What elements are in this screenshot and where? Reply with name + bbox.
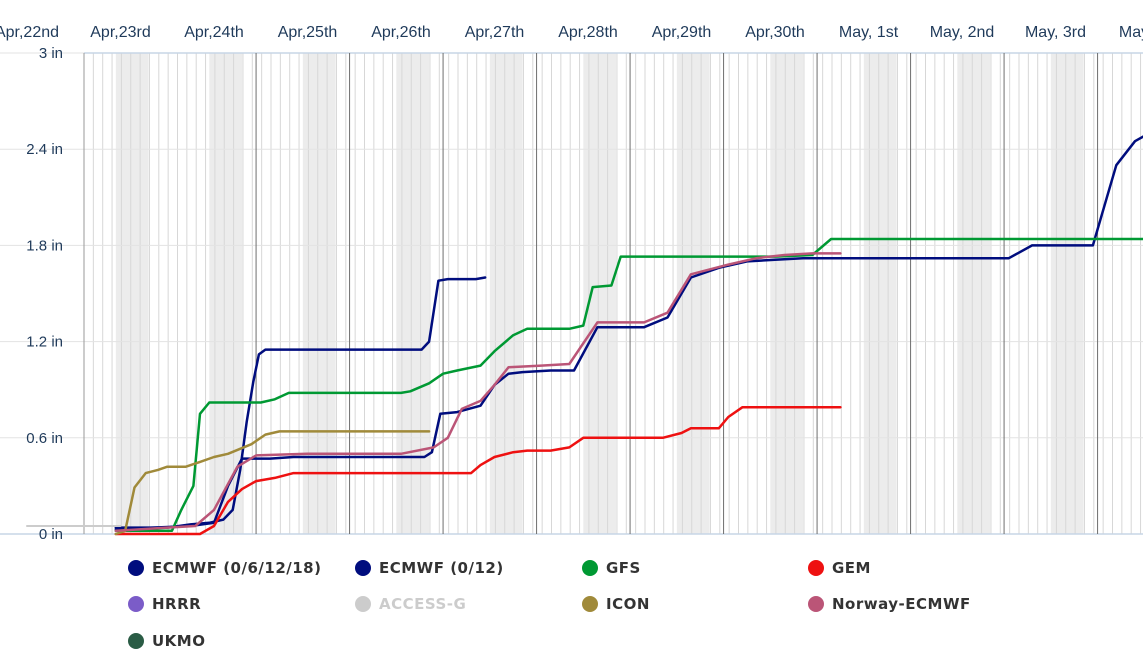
x-tick-label: Apr,23rd bbox=[90, 24, 150, 41]
legend-label: ECMWF (0/12) bbox=[379, 559, 504, 577]
legend-label: GEM bbox=[832, 559, 871, 577]
legend-item-access-g[interactable]: ACCESS-G bbox=[355, 592, 466, 616]
x-tick-label: Apr,29th bbox=[652, 24, 712, 41]
legend-label: ECMWF (0/6/12/18) bbox=[152, 559, 322, 577]
legend-swatch-icon bbox=[808, 596, 824, 612]
chart-plot-area: Apr,22nd Apr,23rd Apr,24th Apr,25th Apr,26th… bbox=[0, 24, 1143, 540]
night-band bbox=[957, 53, 991, 534]
legend-swatch-icon bbox=[808, 560, 824, 576]
legend-swatch-icon bbox=[355, 560, 371, 576]
legend-label: GFS bbox=[606, 559, 641, 577]
y-tick-label: 0 in bbox=[39, 526, 63, 540]
x-tick-label: Apr,25th bbox=[278, 24, 338, 41]
legend-item-hrrr[interactable]: HRRR bbox=[128, 592, 201, 616]
x-tick-label: Apr,27th bbox=[465, 24, 525, 41]
x-axis-tick-labels: Apr,22nd Apr,23rd Apr,24th Apr,25th Apr,26th… bbox=[0, 24, 1143, 41]
series-line-gem bbox=[114, 406, 842, 536]
night-band bbox=[489, 53, 523, 534]
y-tick-label: 2.4 in bbox=[26, 141, 63, 158]
night-band bbox=[115, 53, 149, 534]
legend-label: HRRR bbox=[152, 595, 202, 613]
legend-item-norway-ecmwf[interactable]: Norway-ECMWF bbox=[808, 592, 971, 616]
night-bands bbox=[115, 53, 1084, 534]
day-gridlines bbox=[83, 53, 1099, 534]
y-axis-tick-labels: 0 in 0.6 in 1.2 in 1.8 in 2.4 in 3 in bbox=[26, 45, 63, 540]
y-tick-label: 1.2 in bbox=[26, 334, 63, 351]
legend-swatch-icon bbox=[128, 633, 144, 649]
legend-label: UKMO bbox=[152, 632, 206, 650]
y-tick-label: 3 in bbox=[39, 45, 63, 62]
series-lines bbox=[26, 135, 1143, 536]
legend-swatch-icon bbox=[582, 560, 598, 576]
x-tick-label: May, 1st bbox=[839, 24, 899, 41]
legend-swatch-icon bbox=[128, 596, 144, 612]
night-band bbox=[396, 53, 430, 534]
legend-item-gem[interactable]: GEM bbox=[808, 556, 871, 580]
series-line-icon bbox=[114, 430, 431, 536]
x-tick-label: May, 3rd bbox=[1025, 24, 1086, 41]
x-tick-label: Apr,30th bbox=[745, 24, 805, 41]
legend-label: ICON bbox=[606, 595, 650, 613]
chart-legend: ECMWF (0/6/12/18) ECMWF (0/12) GFS GEM HRRR A… bbox=[0, 550, 1143, 650]
x-tick-label: Apr,26th bbox=[371, 24, 431, 41]
y-tick-label: 0.6 in bbox=[26, 430, 63, 447]
legend-swatch-icon bbox=[355, 596, 371, 612]
x-tick-label: Apr,22nd bbox=[0, 24, 59, 41]
series-line-ecmwf-0-12 bbox=[114, 135, 1143, 531]
legend-label: Norway-ECMWF bbox=[832, 595, 971, 613]
legend-item-ukmo[interactable]: UKMO bbox=[128, 629, 205, 653]
night-band bbox=[770, 53, 804, 534]
legend-item-icon[interactable]: ICON bbox=[582, 592, 650, 616]
x-tick-label: Apr,28th bbox=[558, 24, 618, 41]
legend-label: ACCESS-G bbox=[379, 595, 467, 613]
legend-item-gfs[interactable]: GFS bbox=[582, 556, 641, 580]
x-tick-label: May, 4th bbox=[1119, 24, 1143, 41]
minor-gridlines bbox=[0, 52, 1143, 535]
night-band bbox=[209, 53, 243, 534]
series-line-norway-ecmwf bbox=[114, 252, 842, 533]
x-tick-label: May, 2nd bbox=[930, 24, 995, 41]
night-band bbox=[863, 53, 897, 534]
night-band bbox=[302, 53, 336, 534]
legend-item-ecmwf-0-6-12-18[interactable]: ECMWF (0/6/12/18) bbox=[128, 556, 321, 580]
night-band bbox=[1050, 53, 1084, 534]
night-band bbox=[583, 53, 617, 534]
y-tick-label: 1.8 in bbox=[26, 237, 63, 254]
x-tick-label: Apr,24th bbox=[184, 24, 244, 41]
legend-swatch-icon bbox=[128, 560, 144, 576]
legend-swatch-icon bbox=[582, 596, 598, 612]
legend-item-ecmwf-0-12[interactable]: ECMWF (0/12) bbox=[355, 556, 504, 580]
series-line-gfs bbox=[114, 237, 1143, 533]
